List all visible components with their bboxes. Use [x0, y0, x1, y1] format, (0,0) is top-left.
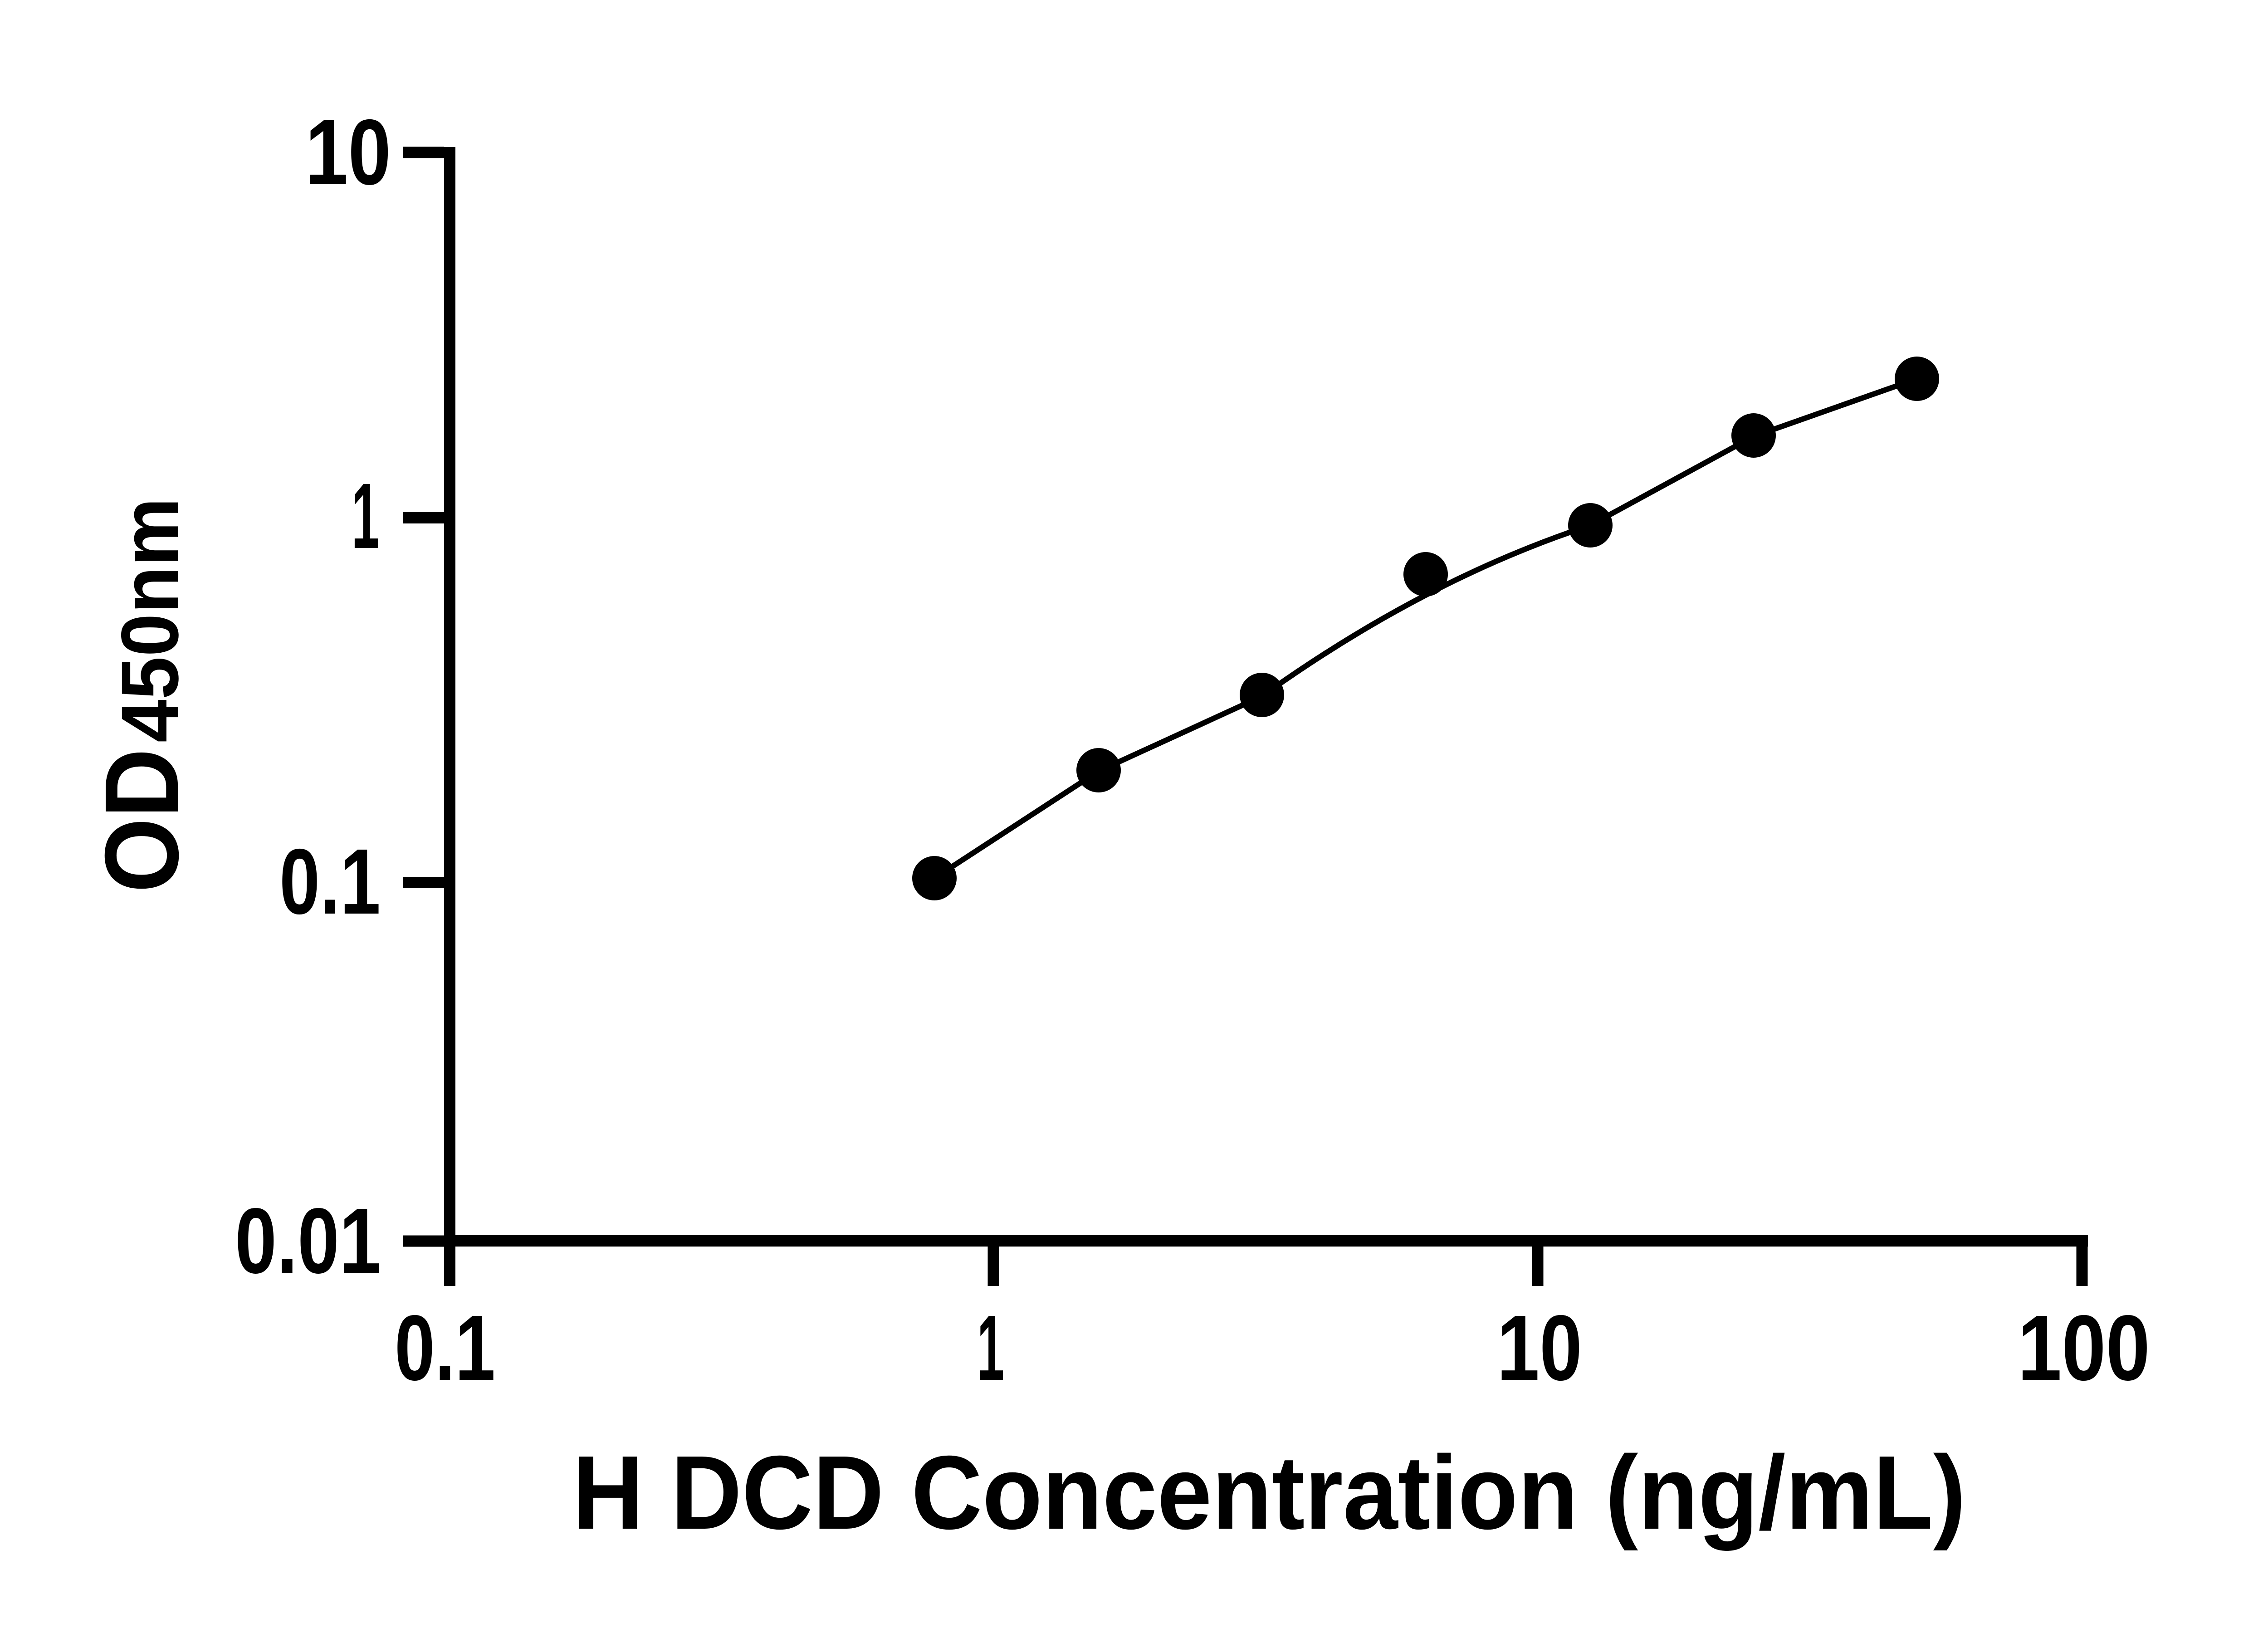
svg-text:1: 1	[352, 464, 379, 568]
svg-text:100: 100	[2018, 1296, 2150, 1400]
svg-text:10: 10	[1497, 1296, 1582, 1400]
svg-text:450nm: 450nm	[104, 498, 195, 743]
svg-text:0.1: 0.1	[395, 1296, 495, 1400]
svg-text:0.1: 0.1	[279, 830, 381, 934]
svg-text:OD: OD	[83, 748, 200, 893]
svg-text:0.01: 0.01	[235, 1189, 381, 1293]
svg-text:H DCD Concentration (ng/mL): H DCD Concentration (ng/mL)	[572, 1434, 1966, 1551]
svg-text:10: 10	[305, 100, 391, 204]
svg-text:1: 1	[977, 1296, 1004, 1400]
